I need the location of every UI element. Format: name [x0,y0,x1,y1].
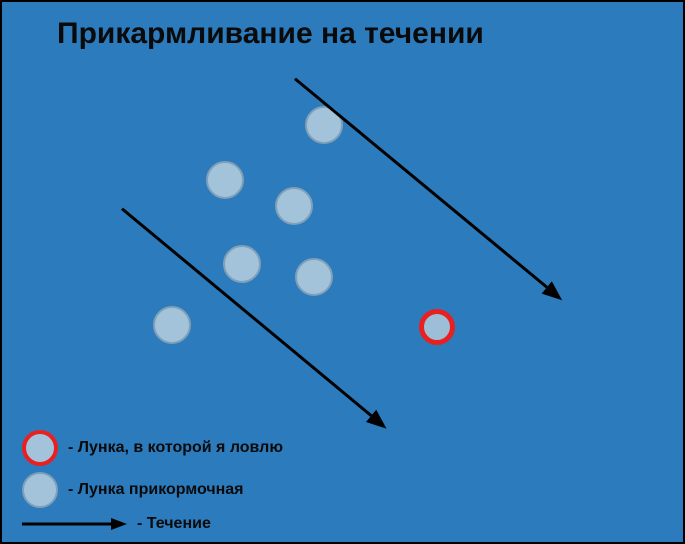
legend-item: - Лунка, в которой я ловлю [22,430,283,466]
diagram-canvas: Прикармливание на течении - Лунка, в кото… [0,0,685,544]
legend-item: - Лунка прикормочная [22,472,283,508]
legend-current-arrow-icon [22,514,127,534]
feeding-hole [223,245,261,283]
fishing-hole [419,309,455,345]
legend-item: - Течение [22,514,283,534]
feeding-hole [206,161,244,199]
legend-label: - Течение [137,515,211,533]
legend-fishing-hole-icon [22,430,58,466]
legend-label: - Лунка, в которой я ловлю [68,439,283,457]
current-arrow [294,77,563,301]
legend-label: - Лунка прикормочная [68,481,244,499]
legend-feeding-hole-icon [22,472,58,508]
diagram-title: Прикармливание на течении [57,17,484,51]
feeding-hole [295,258,333,296]
feeding-hole [153,306,191,344]
legend: - Лунка, в которой я ловлю - Лунка прикор… [22,430,283,540]
feeding-hole [275,187,313,225]
